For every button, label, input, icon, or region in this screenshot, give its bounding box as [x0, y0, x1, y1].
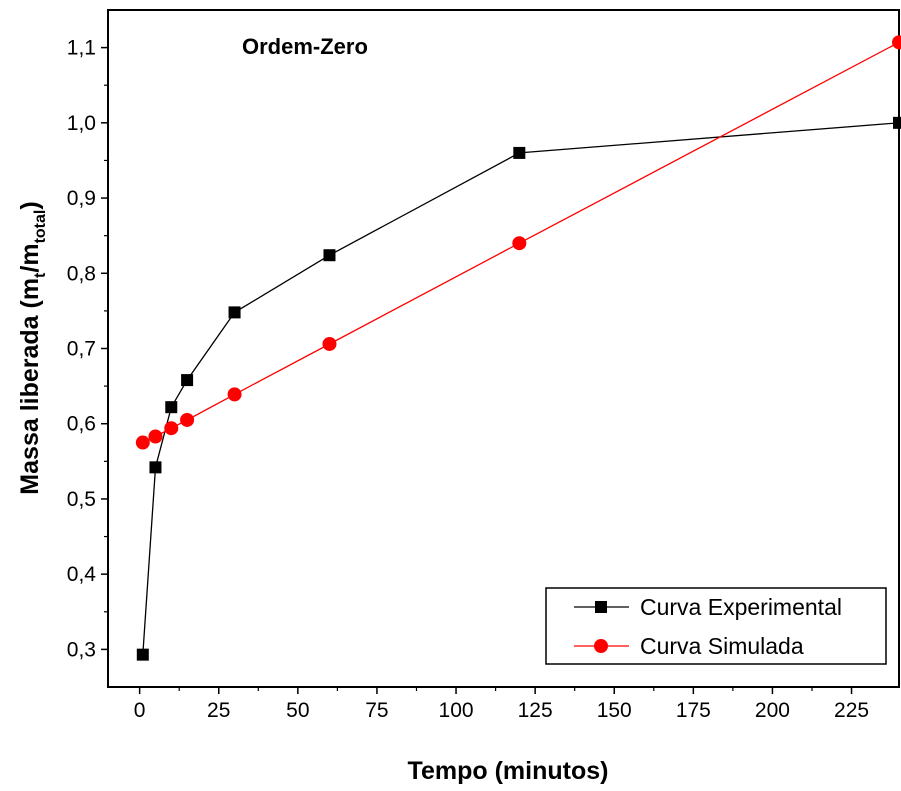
y-axis-title-mid: /m	[16, 243, 44, 272]
y-tick-label: 0,6	[67, 413, 96, 436]
data-point-simulada	[892, 35, 901, 50]
data-point-experimental	[228, 306, 241, 319]
y-tick-label: 0,3	[67, 638, 96, 661]
legend: Curva Experimental Curva Simulada	[545, 587, 887, 665]
data-point-experimental	[149, 461, 162, 474]
x-tick-label: 0	[134, 699, 146, 722]
data-point-experimental	[513, 146, 526, 159]
data-point-experimental	[181, 374, 194, 387]
y-axis-title-main: Massa liberada (m	[16, 278, 44, 495]
y-tick-label: 1,0	[67, 112, 96, 135]
legend-label-experimental: Curva Experimental	[640, 594, 842, 620]
series-layer	[135, 35, 901, 661]
data-point-experimental	[165, 401, 178, 414]
x-tick-label: 175	[676, 699, 711, 722]
y-axis-title: Massa liberada (mt/mtotal)	[16, 201, 49, 494]
x-tick-label: 25	[207, 699, 230, 722]
x-axis-title: Tempo (minutos)	[408, 757, 609, 785]
x-tick-label: 125	[518, 699, 553, 722]
data-point-experimental	[323, 249, 336, 262]
y-tick-label: 0,5	[67, 488, 96, 511]
y-axis-ticks: 0,3 0,4 0,5 0,6 0,7 0,8 0,9 1,0 1,1	[67, 37, 108, 661]
y-tick-label: 0,8	[67, 262, 96, 285]
data-point-simulada	[148, 429, 163, 444]
y-axis-title-end: )	[16, 201, 44, 209]
x-tick-label: 225	[834, 699, 869, 722]
y-tick-label: 0,4	[67, 563, 97, 586]
data-point-simulada	[322, 336, 337, 351]
data-point-simulada	[135, 435, 150, 450]
plot-frame	[107, 9, 900, 688]
data-point-simulada	[164, 421, 179, 436]
x-tick-label: 50	[286, 699, 309, 722]
y-tick-label: 0,7	[67, 338, 96, 361]
annotation-title: Ordem-Zero	[242, 34, 368, 59]
x-axis-ticks: 0 25 50 75 100 125 150 175 200 225	[134, 687, 869, 722]
legend-marker-simulada	[594, 639, 608, 653]
y-axis-title-sub2: total	[32, 210, 49, 244]
legend-label-simulada: Curva Simulada	[640, 633, 804, 659]
y-axis-title-sub1: t	[32, 272, 49, 278]
data-point-experimental	[893, 116, 901, 129]
data-point-simulada	[227, 387, 242, 402]
y-tick-label: 0,9	[67, 187, 96, 210]
x-tick-label: 75	[365, 699, 388, 722]
y-tick-label: 1,1	[67, 37, 96, 60]
x-tick-label: 200	[755, 699, 790, 722]
series-line-experimental	[142, 122, 900, 655]
data-point-simulada	[512, 236, 527, 251]
x-tick-label: 100	[439, 699, 474, 722]
legend-marker-experimental	[595, 601, 607, 613]
data-point-simulada	[180, 412, 195, 427]
data-point-experimental	[136, 648, 149, 661]
x-tick-label: 150	[597, 699, 632, 722]
